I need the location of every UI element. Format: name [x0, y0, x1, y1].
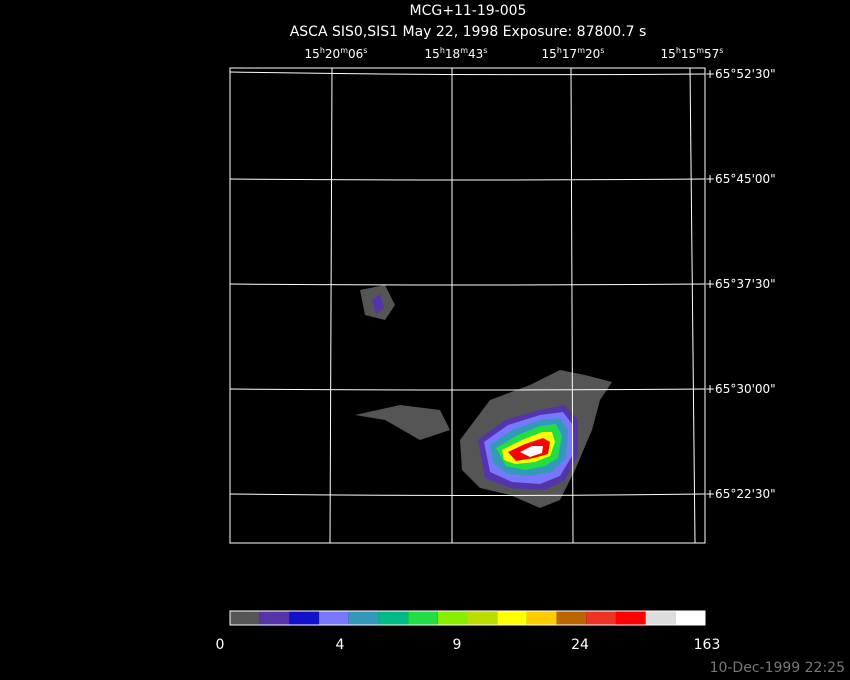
colorbar-segment [289, 611, 320, 625]
value: 43 [468, 47, 483, 61]
coordinate-grid [229, 67, 706, 544]
ra-label: 15h17m20s [542, 46, 605, 61]
unit: s [719, 46, 723, 55]
dec-label: +65°52'30" [705, 67, 776, 81]
colorbar-label: 24 [571, 637, 589, 653]
colorbar-segment [497, 611, 527, 625]
colorbar-segment [526, 611, 557, 625]
unit: m [696, 46, 704, 55]
colorbar-segment [615, 611, 646, 625]
colorbar-label: 9 [453, 637, 462, 653]
title: MCG+11-19-005 [410, 3, 527, 19]
dec-label: +65°30'00" [705, 382, 776, 396]
colorbar-segment [467, 611, 498, 625]
unit: h [440, 46, 445, 55]
unit: h [676, 46, 681, 55]
value: 57 [704, 47, 719, 61]
value: 20 [325, 47, 340, 61]
frame [229, 67, 706, 544]
colorbar: 0 4 9 24 163 [216, 610, 721, 653]
timestamp: 10-Dec-1999 22:25 [710, 660, 845, 676]
value: 15 [681, 47, 696, 61]
subtitle: ASCA SIS0,SIS1 May 22, 1998 Exposure: 87… [290, 24, 647, 40]
ra-label: 15h20m06s [305, 46, 368, 61]
x-ray-image [355, 285, 612, 508]
ra-labels: 15h20m06s 15h18m43s 15h17m20s 15h15m57s [305, 46, 724, 61]
colorbar-segment [645, 611, 676, 625]
value: 18 [445, 47, 460, 61]
colorbar-label: 163 [694, 637, 721, 653]
unit: m [340, 46, 348, 55]
dec-label: +65°37'30" [705, 277, 776, 291]
unit: m [577, 46, 585, 55]
ra-grid [329, 67, 696, 544]
unit: m [460, 46, 468, 55]
colorbar-frame [229, 610, 706, 626]
colorbar-label: 4 [336, 637, 345, 653]
colorbar-segment [675, 611, 705, 625]
colorbar-segment [437, 611, 468, 625]
dec-labels: +65°52'30" +65°45'00" +65°37'30" +65°30'00"… [705, 67, 776, 501]
colorbar-segment [319, 611, 349, 625]
value: 15 [305, 47, 320, 61]
ra-label: 15h15m57s [661, 46, 724, 61]
value: 15 [661, 47, 676, 61]
emission-gray [355, 405, 450, 440]
colorbar-segment [408, 611, 438, 625]
value: 15 [425, 47, 440, 61]
value: 20 [585, 47, 600, 61]
emission-purple [372, 294, 384, 314]
colorbar-segment [378, 611, 409, 625]
unit: s [483, 46, 487, 55]
value: 17 [562, 47, 577, 61]
colorbar-segment [230, 611, 260, 625]
unit: s [600, 46, 604, 55]
ra-label: 15h18m43s [425, 46, 488, 61]
dec-label: +65°45'00" [705, 172, 776, 186]
value: 06 [348, 47, 363, 61]
dec-label: +65°22'30" [705, 487, 776, 501]
colorbar-segment [556, 611, 587, 625]
colorbar-segment [348, 611, 379, 625]
unit: s [363, 46, 367, 55]
colorbar-segment [586, 611, 616, 625]
colorbar-label: 0 [216, 637, 225, 653]
emission-peak [520, 446, 543, 457]
unit: h [557, 46, 562, 55]
value: 15 [542, 47, 557, 61]
dec-grid [229, 71, 706, 496]
unit: h [320, 46, 325, 55]
colorbar-segment [259, 611, 290, 625]
